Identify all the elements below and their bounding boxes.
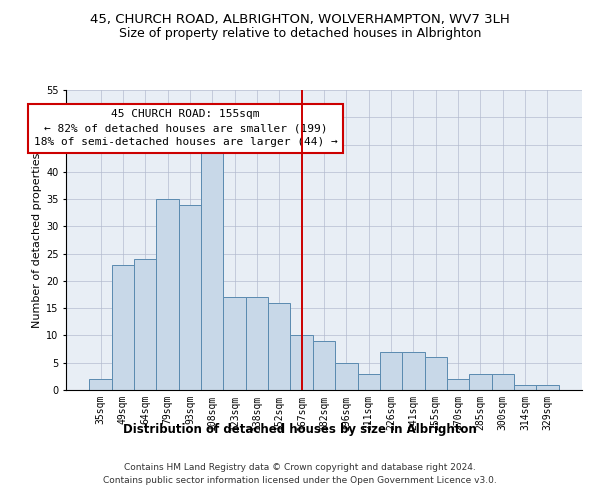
Bar [112, 264, 134, 390]
Bar [313, 341, 335, 390]
Text: 45 CHURCH ROAD: 155sqm
← 82% of detached houses are smaller (199)
18% of semi-de: 45 CHURCH ROAD: 155sqm ← 82% of detached… [34, 109, 337, 147]
Bar [89, 379, 112, 390]
Bar [514, 384, 536, 390]
Text: Distribution of detached houses by size in Albrighton: Distribution of detached houses by size … [123, 422, 477, 436]
Bar [358, 374, 380, 390]
Y-axis label: Number of detached properties: Number of detached properties [32, 152, 41, 328]
Bar [223, 298, 246, 390]
Bar [157, 199, 179, 390]
Bar [290, 336, 313, 390]
Bar [402, 352, 425, 390]
Bar [134, 259, 157, 390]
Text: Size of property relative to detached houses in Albrighton: Size of property relative to detached ho… [119, 28, 481, 40]
Bar [447, 379, 469, 390]
Bar [179, 204, 201, 390]
Bar [491, 374, 514, 390]
Bar [425, 358, 447, 390]
Bar [469, 374, 491, 390]
Text: 45, CHURCH ROAD, ALBRIGHTON, WOLVERHAMPTON, WV7 3LH: 45, CHURCH ROAD, ALBRIGHTON, WOLVERHAMPT… [90, 12, 510, 26]
Bar [380, 352, 402, 390]
Bar [201, 139, 223, 390]
Text: Contains HM Land Registry data © Crown copyright and database right 2024.
Contai: Contains HM Land Registry data © Crown c… [103, 462, 497, 484]
Bar [335, 362, 358, 390]
Bar [268, 302, 290, 390]
Bar [246, 298, 268, 390]
Bar [536, 384, 559, 390]
